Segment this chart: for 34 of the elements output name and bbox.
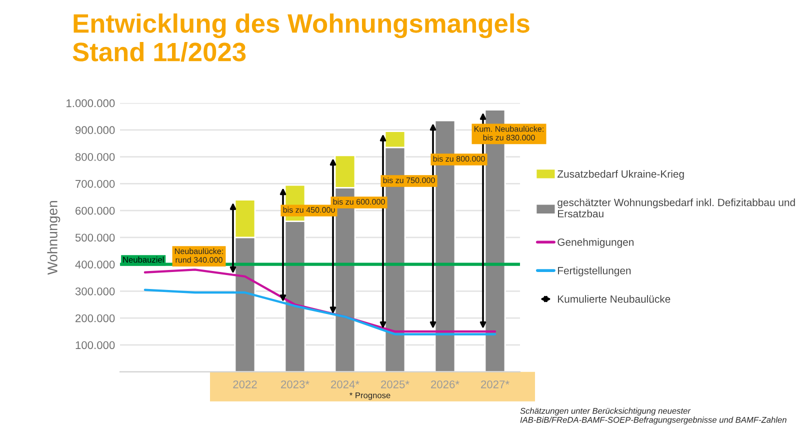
annotation: Neubaulücke: rund 340.000 (175, 248, 223, 263)
y-tick-label: 1.000.000 (66, 99, 115, 108)
x-tick-label: 2027* (481, 380, 510, 388)
x-tick-label: 2025* (381, 380, 410, 388)
legend-label: Zusatzbedarf Ukraine-Krieg (557, 170, 684, 180)
annotation: bis zu 750.000 (383, 177, 435, 184)
line-series (144, 268, 496, 333)
y-tick-label: 300.000 (75, 287, 115, 296)
y-tick-label: 700.000 (76, 180, 115, 188)
y-tick-label: 100.000 (76, 341, 115, 350)
line-series (144, 288, 496, 336)
legend-label: Fertigstellungen (558, 266, 631, 276)
y-tick-label: 500.000 (75, 234, 115, 242)
x-tick-label: 2026* (431, 380, 460, 388)
annotation: bis zu 800.000 (433, 156, 485, 162)
x-tick-label: 2024* (331, 380, 360, 388)
y-tick-label: 200.000 (76, 314, 115, 322)
x-tick-label: 2022 (233, 380, 257, 388)
y-axis-title: Wohnungen (47, 201, 60, 275)
text: * Prognose (350, 392, 390, 400)
annotation: bis zu 600.000 (333, 198, 385, 205)
y-tick-label: 900.000 (76, 126, 115, 134)
y-tick-label: 800.000 (75, 153, 115, 161)
legend-label: Genehmigungen (558, 238, 634, 248)
chart-title: Entwicklung des Wohnungsmangels Stand 11/2023 (72, 13, 530, 62)
x-tick-label: 2023* (281, 380, 310, 388)
y-tick-label: 600.000 (76, 206, 115, 215)
legend-label: geschätzter Wohnungsbedarf inkl. Defizitabbau und Ersatzbau (558, 198, 795, 218)
annotation: Kum. Neubaulücke: bis zu 830.000 (474, 126, 544, 140)
ref-line-label: Neubauziel (123, 256, 164, 263)
text: Kumulierte Neubaulücke (558, 295, 670, 303)
text: Schätzungen unter Berücksichtigung neuester IAB-BiB/FReDA-BAMF-SOEP-Befragungsergebnisse und BAMF-Zahlen (520, 408, 786, 424)
y-tick-label: 400.000 (75, 260, 115, 268)
annotation: bis zu 450.000 (283, 206, 335, 213)
